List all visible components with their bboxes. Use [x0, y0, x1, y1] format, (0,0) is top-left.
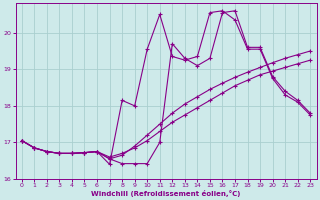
X-axis label: Windchill (Refroidissement éolien,°C): Windchill (Refroidissement éolien,°C): [91, 190, 241, 197]
